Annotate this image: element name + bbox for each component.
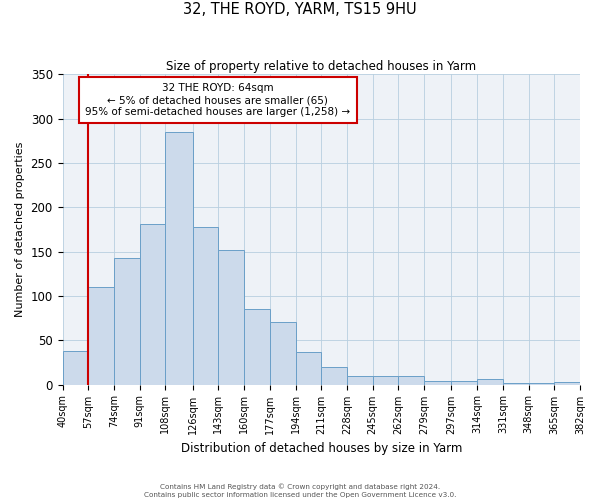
Bar [166, 132, 193, 384]
Bar [503, 383, 529, 384]
Bar [398, 376, 424, 384]
X-axis label: Distribution of detached houses by size in Yarm: Distribution of detached houses by size … [181, 442, 462, 455]
Bar [451, 381, 477, 384]
Bar [554, 382, 580, 384]
Text: Contains HM Land Registry data © Crown copyright and database right 2024.
Contai: Contains HM Land Registry data © Crown c… [144, 484, 456, 498]
Bar [114, 258, 140, 384]
Text: 32, THE ROYD, YARM, TS15 9HU: 32, THE ROYD, YARM, TS15 9HU [183, 2, 417, 18]
Bar [140, 224, 166, 384]
Bar [244, 309, 270, 384]
Y-axis label: Number of detached properties: Number of detached properties [15, 142, 25, 317]
Title: Size of property relative to detached houses in Yarm: Size of property relative to detached ho… [166, 60, 476, 73]
Text: 32 THE ROYD: 64sqm
← 5% of detached houses are smaller (65)
95% of semi-detached: 32 THE ROYD: 64sqm ← 5% of detached hous… [85, 84, 350, 116]
Bar [321, 367, 347, 384]
Bar [218, 250, 244, 384]
Bar [373, 376, 398, 384]
Bar [529, 383, 554, 384]
Bar [477, 379, 503, 384]
Bar [62, 351, 88, 384]
Bar [270, 322, 296, 384]
Bar [347, 376, 373, 384]
Bar [193, 226, 218, 384]
Bar [424, 381, 451, 384]
Bar [88, 287, 114, 384]
Bar [296, 352, 321, 384]
